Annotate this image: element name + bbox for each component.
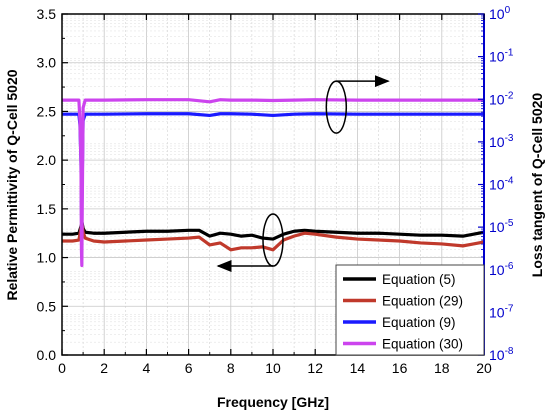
y-left-tick-label: 0.5 bbox=[37, 298, 57, 314]
x-axis-title: Frequency [GHz] bbox=[217, 394, 329, 410]
right-axis-title: Loss tangent of Q-Cell 5020 bbox=[529, 93, 545, 278]
y-right-tick-label: 10-1 bbox=[489, 48, 514, 65]
x-tick-label: 8 bbox=[227, 360, 235, 376]
series-line-2 bbox=[62, 222, 484, 252]
y-right-tick-label: 100 bbox=[489, 5, 511, 22]
annotations bbox=[216, 75, 390, 273]
legend-label: Equation (30) bbox=[382, 337, 463, 352]
series-line-4 bbox=[62, 98, 484, 268]
y-left-tick-label: 2.0 bbox=[37, 152, 57, 168]
y-right-tick-label: 10-6 bbox=[489, 261, 514, 278]
x-tick-label: 18 bbox=[434, 360, 450, 376]
legend-label: Equation (29) bbox=[382, 294, 463, 309]
x-tick-label: 16 bbox=[392, 360, 408, 376]
legend-label: Equation (5) bbox=[382, 272, 456, 287]
y-left-tick-label: 2.5 bbox=[37, 103, 57, 119]
y-right-tick-label: 10-4 bbox=[489, 176, 514, 193]
y-right-tick-label: 10-3 bbox=[489, 133, 514, 150]
legend: Equation (5) Equation (29) Equation (9) Equ… bbox=[335, 264, 485, 356]
y-right-tick-label: 10-5 bbox=[489, 218, 514, 235]
y-right-tick-label: 10-8 bbox=[489, 346, 514, 363]
x-tick-label: 2 bbox=[100, 360, 108, 376]
y-left-tick-label: 3.0 bbox=[37, 55, 57, 71]
x-tick-label: 0 bbox=[58, 360, 66, 376]
y-left-tick-label: 3.5 bbox=[37, 6, 57, 22]
x-tick-label: 12 bbox=[307, 360, 323, 376]
y-left-tick-label: 1.0 bbox=[37, 250, 57, 266]
y-left-tick-label: 0.0 bbox=[37, 347, 57, 363]
series-layer bbox=[62, 98, 484, 268]
x-tick-label: 4 bbox=[143, 360, 151, 376]
x-tick-label: 20 bbox=[476, 360, 492, 376]
legend-label: Equation (9) bbox=[382, 315, 456, 330]
x-tick-label: 6 bbox=[185, 360, 193, 376]
left-axis-title: Relative Permittivity of Q-Cell 5020 bbox=[4, 69, 20, 300]
x-tick-label: 14 bbox=[350, 360, 366, 376]
x-tick-label: 10 bbox=[265, 360, 281, 376]
y-left-tick-label: 1.5 bbox=[37, 201, 57, 217]
y-right-tick-label: 10-2 bbox=[489, 90, 514, 107]
y-right-tick-label: 10-7 bbox=[489, 303, 514, 320]
